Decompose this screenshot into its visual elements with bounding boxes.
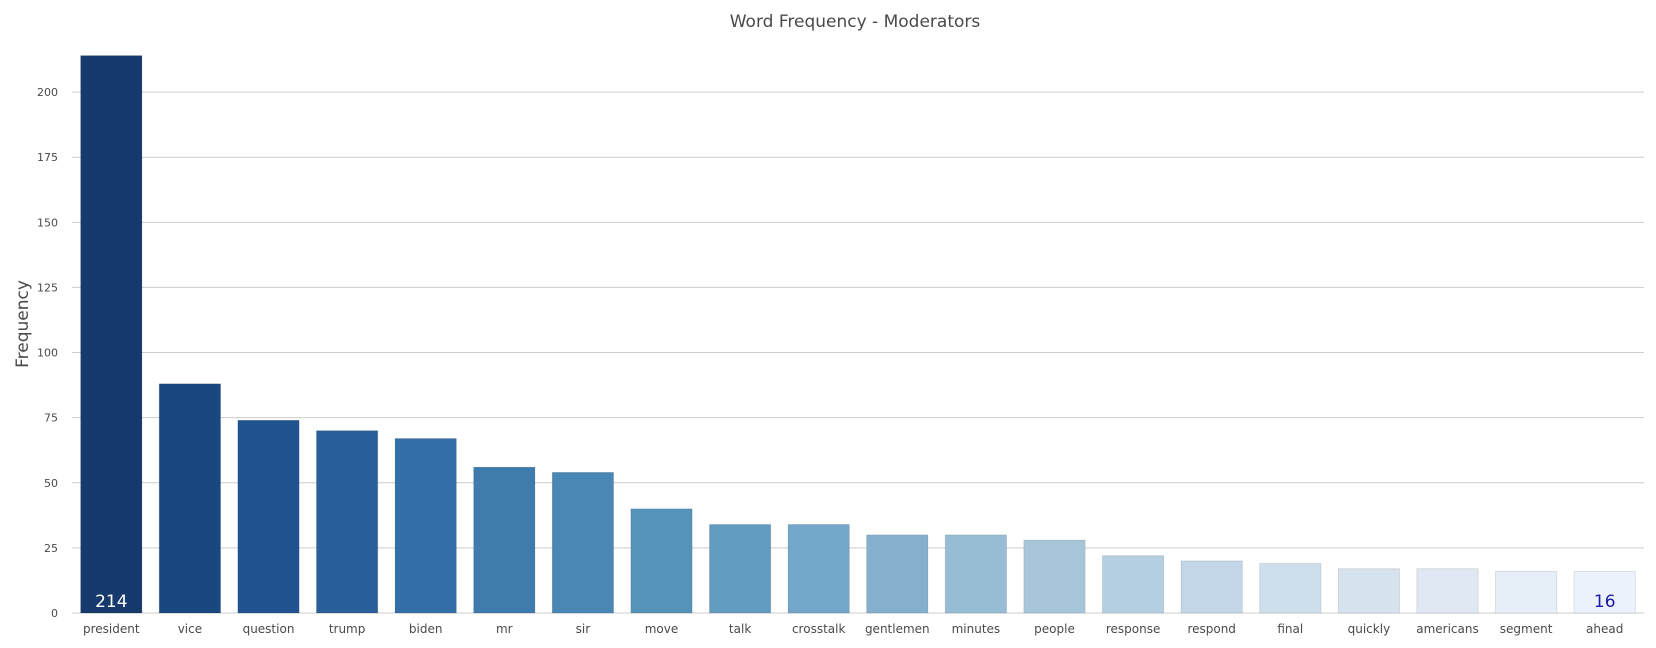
y-tick-label: 200: [37, 86, 58, 99]
y-tick-label: 175: [37, 151, 58, 164]
data-label-ahead: 16: [1594, 592, 1616, 612]
y-tick-label: 0: [51, 607, 58, 620]
bars: [80, 55, 1636, 614]
x-tick-label: americans: [1416, 622, 1479, 636]
bar-response: [1102, 555, 1165, 614]
bar-biden: [394, 438, 457, 614]
y-axis-ticks: 0 25 50 75 100 125 150 175 200: [37, 86, 58, 620]
y-tick-label: 75: [44, 412, 58, 425]
x-tick-label: respond: [1187, 622, 1236, 636]
y-axis-label: Frequency: [13, 280, 33, 368]
x-tick-label: trump: [329, 622, 366, 636]
x-tick-label: sir: [576, 622, 591, 636]
bar-sir: [551, 471, 614, 614]
bar-segment: [1495, 570, 1558, 614]
x-tick-label: vice: [178, 622, 202, 636]
bar-americans: [1416, 568, 1479, 614]
x-tick-label: ahead: [1586, 622, 1623, 636]
bar-ahead: [1573, 570, 1636, 614]
y-tick-label: 150: [37, 216, 58, 229]
bar-people: [1023, 539, 1086, 614]
x-tick-label: people: [1034, 622, 1075, 636]
data-label-president: 214: [95, 592, 127, 612]
x-tick-label: talk: [729, 622, 751, 636]
x-tick-label: minutes: [952, 622, 1001, 636]
gridlines: [72, 91, 1644, 614]
bar-move: [630, 508, 693, 614]
x-tick-label: mr: [496, 622, 513, 636]
x-axis-ticks: president vice question trump biden mr sir move…: [83, 622, 1623, 636]
bar-vice: [158, 383, 221, 614]
x-tick-label: biden: [409, 622, 443, 636]
bar-question: [237, 419, 300, 614]
y-tick-label: 100: [37, 347, 58, 360]
x-tick-label: gentlemen: [865, 622, 930, 636]
y-tick-label: 50: [44, 477, 58, 490]
x-tick-label: move: [645, 622, 679, 636]
y-tick-label: 25: [44, 542, 58, 555]
x-tick-label: response: [1106, 622, 1161, 636]
bar-minutes: [944, 534, 1007, 614]
x-tick-label: segment: [1500, 622, 1553, 636]
x-tick-label: crosstalk: [792, 622, 846, 636]
bar-talk: [709, 524, 772, 614]
bar-trump: [316, 430, 379, 614]
bar-quickly: [1337, 568, 1400, 614]
bar-crosstalk: [787, 524, 850, 614]
bar-mr: [473, 466, 536, 614]
chart-title: Word Frequency - Moderators: [730, 12, 981, 32]
data-labels: 214 16: [95, 592, 1615, 612]
bar-gentlemen: [866, 534, 929, 614]
x-tick-label: final: [1277, 622, 1303, 636]
x-tick-label: quickly: [1348, 622, 1391, 636]
bar-respond: [1180, 560, 1243, 614]
y-tick-label: 125: [37, 281, 58, 294]
bar-final: [1259, 563, 1322, 614]
x-tick-label: question: [243, 622, 295, 636]
bar-president: [80, 55, 143, 614]
x-tick-label: president: [83, 622, 140, 636]
